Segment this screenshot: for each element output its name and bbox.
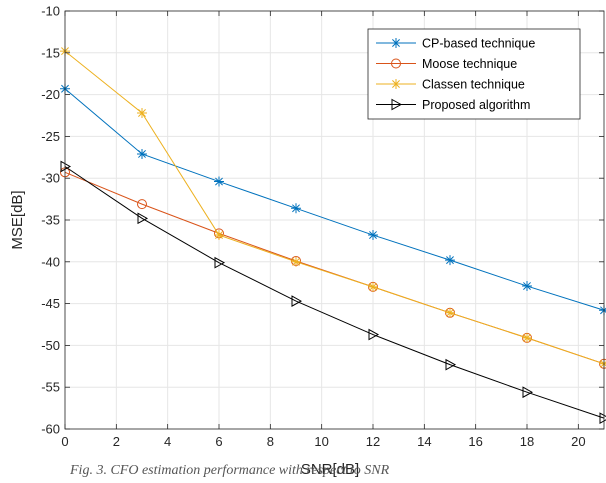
legend-swatch-marker — [391, 58, 401, 69]
legend-label: Proposed algorithm — [422, 98, 530, 112]
y-tick-label: -45 — [41, 296, 60, 311]
series-line — [64, 166, 605, 419]
data-point — [368, 281, 378, 292]
data-point — [137, 148, 147, 159]
x-tick-label: 8 — [267, 434, 274, 449]
legend-swatch-marker — [391, 98, 403, 111]
x-tick-label: 16 — [468, 434, 482, 449]
data-point — [137, 107, 147, 118]
data-point — [291, 203, 301, 214]
y-tick-label: -60 — [41, 422, 60, 437]
y-axis-label: MSE[dB] — [9, 190, 26, 249]
series-line — [64, 88, 605, 311]
figure-caption: Fig. 3. CFO estimation performance with … — [70, 463, 390, 478]
y-tick-label: -50 — [41, 338, 60, 353]
legend-label: CP-based technique — [422, 37, 535, 51]
legend-label: Classen technique — [422, 78, 525, 92]
x-axis-label: SNR[dB] — [301, 461, 359, 478]
data-point — [522, 332, 532, 343]
x-tick-label: 6 — [215, 434, 222, 449]
x-tick-label: 0 — [61, 434, 68, 449]
legend: CP-based technique Moose technique Classen… — [367, 28, 581, 120]
y-tick-label: -30 — [41, 171, 60, 186]
legend-entry: Proposed algorithm — [376, 98, 530, 112]
y-tick-label: -20 — [41, 87, 60, 102]
data-point — [599, 412, 606, 424]
series-line — [64, 50, 605, 365]
data-point — [291, 295, 303, 307]
x-tick-label: 20 — [571, 434, 585, 449]
x-tick-label: 10 — [314, 434, 328, 449]
legend-swatch-marker — [391, 38, 401, 48]
data-point — [137, 199, 147, 210]
y-tick-label: -15 — [41, 45, 60, 60]
legend-entry: Classen technique — [376, 78, 525, 92]
data-point — [445, 255, 455, 266]
y-tick-label: -25 — [41, 129, 60, 144]
data-point — [214, 230, 224, 241]
y-tick-label: -10 — [41, 4, 60, 19]
data-point — [522, 386, 534, 399]
data-point — [60, 160, 72, 173]
x-tick-label: 14 — [417, 434, 431, 449]
legend-label: Moose technique — [422, 57, 517, 71]
legend-swatch-marker — [391, 79, 401, 89]
legend-entry: CP-based technique — [376, 37, 535, 51]
data-point — [522, 281, 532, 292]
data-point — [445, 307, 455, 318]
data-point — [368, 328, 380, 341]
axis-ticks: 0 2 4 6 8 10 12 14 16 18 20 -60 -55 -50 -45 -40 -35 -30 -2… — [41, 4, 604, 449]
x-tick-label: 2 — [113, 434, 120, 449]
data-point — [214, 256, 226, 269]
data-point — [368, 230, 378, 241]
data-point — [291, 256, 301, 267]
x-tick-label: 12 — [366, 434, 380, 449]
data-point — [445, 358, 457, 371]
series-4 — [60, 160, 606, 424]
data-point — [214, 176, 224, 187]
y-tick-label: -40 — [41, 254, 60, 269]
legend-entry: Moose technique — [376, 57, 517, 71]
x-tick-label: 18 — [520, 434, 534, 449]
data-point — [137, 212, 149, 225]
y-tick-label: -35 — [41, 213, 60, 228]
y-tick-label: -55 — [41, 380, 60, 395]
x-tick-label: 4 — [164, 434, 171, 449]
